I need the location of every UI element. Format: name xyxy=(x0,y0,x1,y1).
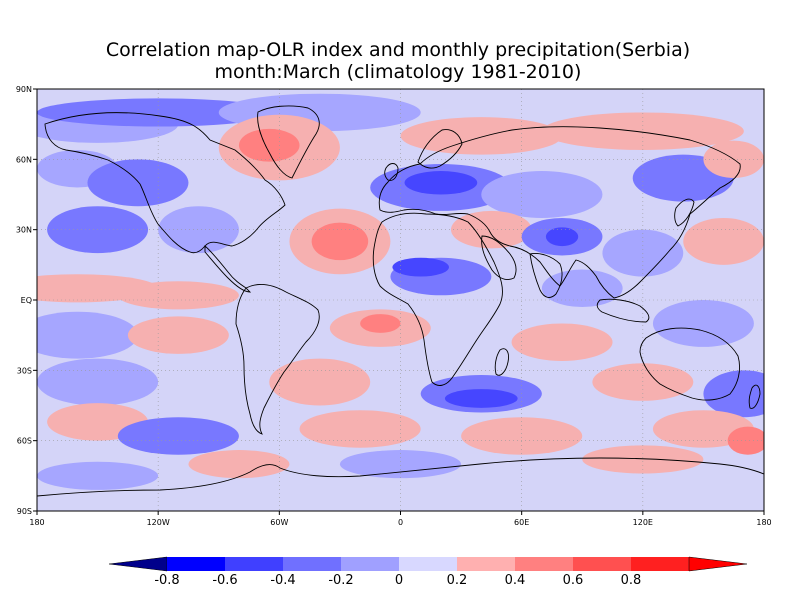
latitude-tick-label: EQ xyxy=(21,296,32,305)
colorbar-label: 0.6 xyxy=(563,573,584,588)
colorbar-label: 0.8 xyxy=(621,573,642,588)
colorbar-label: 0.4 xyxy=(505,573,526,588)
correlation-region xyxy=(37,461,159,490)
longitude-tick-label: 0 xyxy=(398,518,403,527)
colorbar-segment xyxy=(631,557,689,571)
colorbar-segment xyxy=(573,557,631,571)
coastline-eurasia xyxy=(378,126,741,299)
colorbar-segment xyxy=(399,557,457,571)
correlation-region xyxy=(461,417,583,455)
correlation-region xyxy=(360,314,401,333)
colorbar-label: -0.2 xyxy=(328,573,353,588)
coastline-australia xyxy=(639,327,741,401)
coastline-greenland xyxy=(257,105,320,179)
correlation-region xyxy=(311,222,369,261)
map-panel xyxy=(37,89,764,511)
correlation-region xyxy=(703,370,764,418)
coastline-antarctica xyxy=(37,457,764,497)
longitude-tick-label: 60W xyxy=(270,518,288,527)
correlation-region xyxy=(37,311,138,359)
colorbar-label: 0.2 xyxy=(447,573,468,588)
coastline-madagascar xyxy=(494,348,509,376)
coastline-africa xyxy=(372,212,503,386)
correlation-region xyxy=(37,98,280,127)
colorbar-segment xyxy=(515,557,573,571)
colorbar-segment xyxy=(457,557,515,571)
correlation-region xyxy=(392,257,449,277)
colorbar-label: 0 xyxy=(395,573,403,588)
correlation-region xyxy=(188,450,290,479)
coastline-india xyxy=(529,253,563,298)
latitude-tick-label: 90N xyxy=(16,85,32,94)
coastline-british-isles xyxy=(384,163,399,181)
correlation-region xyxy=(592,363,694,401)
colorbar: -0.8 -0.6 -0.4 -0.2 0 0.2 0.4 0.6 0.8 xyxy=(108,556,748,588)
colorbar-segment xyxy=(167,557,225,571)
correlation-region xyxy=(404,171,478,195)
longitude-axis: 180 120W 60W 0 60E 120E 180 xyxy=(29,511,772,527)
colorbar-label: -0.4 xyxy=(270,573,295,588)
map-title-line-2: month:March (climatology 1981-2010) xyxy=(215,61,582,83)
longitude-tick-label: 180 xyxy=(756,518,771,527)
colorbar-label: -0.6 xyxy=(212,573,237,588)
correlation-region xyxy=(541,269,623,308)
colorbar-label: -0.8 xyxy=(154,573,179,588)
correlation-region xyxy=(117,417,239,455)
longitude-tick-label: 120E xyxy=(633,518,653,527)
correlation-region xyxy=(541,112,744,150)
correlation-region xyxy=(444,389,518,408)
colorbar-segment xyxy=(283,557,341,571)
coastline-south-america xyxy=(235,284,320,435)
latitude-axis: 90N 60N 30N EQ 30S 60S 90S xyxy=(16,85,37,516)
colorbar-segment xyxy=(225,557,283,571)
latitude-tick-label: 90S xyxy=(17,507,32,516)
longitude-tick-label: 120W xyxy=(147,518,170,527)
latitude-tick-label: 30S xyxy=(17,366,32,375)
correlation-region xyxy=(339,450,462,479)
latitude-tick-label: 30N xyxy=(16,226,32,235)
colorbar-arrow-high xyxy=(688,556,748,572)
coastline-scandinavia xyxy=(417,129,463,169)
coastline-new-zealand xyxy=(748,384,761,409)
correlation-region xyxy=(87,159,189,207)
coastlines xyxy=(37,105,764,497)
correlation-region xyxy=(117,281,239,310)
longitude-tick-label: 60E xyxy=(514,518,529,527)
longitude-tick-label: 180 xyxy=(29,518,44,527)
latitude-tick-label: 60S xyxy=(17,437,32,446)
colorbar-segment xyxy=(341,557,399,571)
correlation-region xyxy=(545,227,579,247)
correlation-region xyxy=(238,128,300,162)
correlation-region xyxy=(683,217,764,265)
correlation-region xyxy=(269,358,371,406)
correlation-region xyxy=(450,210,532,249)
correlation-region xyxy=(299,410,421,448)
correlation-region xyxy=(158,206,239,254)
coastline-japan xyxy=(674,198,695,227)
correlation-region xyxy=(481,171,603,218)
coastline-arabia xyxy=(481,235,517,281)
coastline-central-america xyxy=(204,245,252,293)
correlation-region xyxy=(37,358,159,406)
correlation-region xyxy=(511,323,613,361)
correlation-region xyxy=(652,300,754,347)
colorbar-arrow-low xyxy=(108,556,168,572)
correlation-field xyxy=(37,93,764,490)
coastline-indonesia xyxy=(596,298,650,323)
map-title-line-1: Correlation map-OLR index and monthly pr… xyxy=(106,39,690,61)
coastline-north-america xyxy=(44,112,286,254)
correlation-region xyxy=(127,316,229,354)
correlation-region xyxy=(400,117,563,155)
latitude-tick-label: 60N xyxy=(16,155,32,164)
correlation-region xyxy=(582,445,704,474)
